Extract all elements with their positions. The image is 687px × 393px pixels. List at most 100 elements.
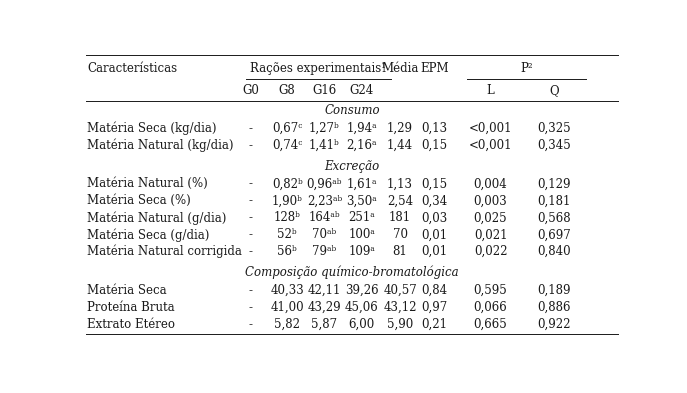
Text: 81: 81	[393, 245, 407, 258]
Text: 0,568: 0,568	[538, 211, 571, 224]
Text: Extrato Etéreo: Extrato Etéreo	[87, 318, 175, 331]
Text: 1,44: 1,44	[387, 139, 413, 152]
Text: 0,96ᵃᵇ: 0,96ᵃᵇ	[306, 178, 342, 191]
Text: -: -	[249, 301, 253, 314]
Text: 0,003: 0,003	[473, 195, 508, 208]
Text: 43,29: 43,29	[308, 301, 341, 314]
Text: 39,26: 39,26	[345, 284, 379, 297]
Text: 0,886: 0,886	[538, 301, 571, 314]
Text: -: -	[249, 178, 253, 191]
Text: Q: Q	[550, 84, 559, 97]
Text: 0,21: 0,21	[422, 318, 448, 331]
Text: Matéria Seca (kg/dia): Matéria Seca (kg/dia)	[87, 121, 216, 135]
Text: 0,697: 0,697	[537, 228, 572, 241]
Text: 0,066: 0,066	[473, 301, 508, 314]
Text: -: -	[249, 245, 253, 258]
Text: P²: P²	[520, 62, 533, 75]
Text: 0,129: 0,129	[538, 178, 571, 191]
Text: -: -	[249, 139, 253, 152]
Text: Matéria Natural (%): Matéria Natural (%)	[87, 178, 207, 191]
Text: 43,12: 43,12	[383, 301, 417, 314]
Text: 128ᵇ: 128ᵇ	[273, 211, 301, 224]
Text: -: -	[249, 122, 253, 135]
Text: Matéria Natural (g/dia): Matéria Natural (g/dia)	[87, 211, 226, 224]
Text: 0,67ᶜ: 0,67ᶜ	[272, 122, 302, 135]
Text: G0: G0	[243, 84, 260, 97]
Text: 0,022: 0,022	[474, 245, 507, 258]
Text: 0,74ᶜ: 0,74ᶜ	[272, 139, 302, 152]
Text: 0,025: 0,025	[474, 211, 507, 224]
Text: G24: G24	[350, 84, 374, 97]
Text: G8: G8	[279, 84, 295, 97]
Text: 40,57: 40,57	[383, 284, 417, 297]
Text: 0,181: 0,181	[538, 195, 571, 208]
Text: -: -	[249, 228, 253, 241]
Text: 70: 70	[392, 228, 407, 241]
Text: Matéria Seca (g/dia): Matéria Seca (g/dia)	[87, 228, 210, 242]
Text: 79ᵃᵇ: 79ᵃᵇ	[313, 245, 337, 258]
Text: 0,13: 0,13	[422, 122, 448, 135]
Text: 1,90ᵇ: 1,90ᵇ	[271, 195, 302, 208]
Text: Excreção: Excreção	[324, 160, 380, 173]
Text: -: -	[249, 195, 253, 208]
Text: 0,03: 0,03	[422, 211, 448, 224]
Text: Consumo: Consumo	[324, 104, 380, 117]
Text: 164ᵃᵇ: 164ᵃᵇ	[308, 211, 340, 224]
Text: 3,50ᵃ: 3,50ᵃ	[346, 195, 377, 208]
Text: Composição químico-bromatológica: Composição químico-bromatológica	[245, 266, 459, 279]
Text: <0,001: <0,001	[469, 139, 513, 152]
Text: L: L	[486, 84, 495, 97]
Text: 5,90: 5,90	[387, 318, 413, 331]
Text: 1,13: 1,13	[387, 178, 413, 191]
Text: Características: Características	[87, 62, 177, 75]
Text: 2,54: 2,54	[387, 195, 413, 208]
Text: 0,189: 0,189	[538, 284, 571, 297]
Text: 0,345: 0,345	[537, 139, 572, 152]
Text: 0,840: 0,840	[538, 245, 571, 258]
Text: 0,665: 0,665	[473, 318, 508, 331]
Text: 0,922: 0,922	[538, 318, 571, 331]
Text: Proteína Bruta: Proteína Bruta	[87, 301, 174, 314]
Text: Matéria Natural corrigida: Matéria Natural corrigida	[87, 245, 242, 259]
Text: 6,00: 6,00	[348, 318, 375, 331]
Text: 0,595: 0,595	[473, 284, 508, 297]
Text: 1,29: 1,29	[387, 122, 413, 135]
Text: 181: 181	[389, 211, 411, 224]
Text: Matéria Seca (%): Matéria Seca (%)	[87, 195, 191, 208]
Text: 1,94ᵃ: 1,94ᵃ	[346, 122, 377, 135]
Text: 0,021: 0,021	[474, 228, 507, 241]
Text: 56ᵇ: 56ᵇ	[278, 245, 297, 258]
Text: 100ᵃ: 100ᵃ	[348, 228, 375, 241]
Text: 109ᵃ: 109ᵃ	[348, 245, 375, 258]
Text: 70ᵃᵇ: 70ᵃᵇ	[313, 228, 337, 241]
Text: 42,11: 42,11	[308, 284, 341, 297]
Text: 251ᵃ: 251ᵃ	[348, 211, 375, 224]
Text: EPM: EPM	[420, 62, 449, 75]
Text: 0,97: 0,97	[422, 301, 448, 314]
Text: 41,00: 41,00	[270, 301, 304, 314]
Text: 0,82ᵇ: 0,82ᵇ	[272, 178, 302, 191]
Text: Média: Média	[381, 62, 418, 75]
Text: 2,16ᵃ: 2,16ᵃ	[346, 139, 377, 152]
Text: 1,27ᵇ: 1,27ᵇ	[309, 122, 340, 135]
Text: 0,01: 0,01	[422, 228, 448, 241]
Text: 0,004: 0,004	[473, 178, 508, 191]
Text: 0,84: 0,84	[422, 284, 448, 297]
Text: 1,41ᵇ: 1,41ᵇ	[309, 139, 340, 152]
Text: G16: G16	[313, 84, 337, 97]
Text: Matéria Natural (kg/dia): Matéria Natural (kg/dia)	[87, 138, 234, 152]
Text: 0,15: 0,15	[422, 139, 448, 152]
Text: -: -	[249, 284, 253, 297]
Text: 5,82: 5,82	[274, 318, 300, 331]
Text: -: -	[249, 318, 253, 331]
Text: 1,61ᵃ: 1,61ᵃ	[346, 178, 377, 191]
Text: 0,01: 0,01	[422, 245, 448, 258]
Text: <0,001: <0,001	[469, 122, 513, 135]
Text: -: -	[249, 211, 253, 224]
Text: 40,33: 40,33	[270, 284, 304, 297]
Text: 2,23ᵃᵇ: 2,23ᵃᵇ	[307, 195, 342, 208]
Text: 5,87: 5,87	[311, 318, 337, 331]
Text: 0,325: 0,325	[538, 122, 571, 135]
Text: 52ᵇ: 52ᵇ	[278, 228, 297, 241]
Text: 45,06: 45,06	[345, 301, 379, 314]
